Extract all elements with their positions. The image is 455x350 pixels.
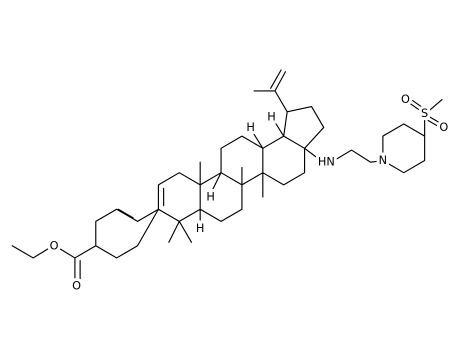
atom-label: S [421,107,428,120]
stereo-h-label: H [246,121,255,134]
atom-label: O [439,121,448,134]
stereo-h-label: H [196,222,204,235]
atom-label: HN [318,156,335,169]
stereo-h-label: H [206,191,214,204]
atom-label: O [401,93,410,106]
bonds [11,69,443,280]
stereo-h-label: H [267,111,276,124]
atom-label: N [379,154,387,167]
atom-label: O [50,239,59,252]
structure: O O H H H H HN N S O O [11,69,451,295]
atom-label: O [72,279,81,292]
